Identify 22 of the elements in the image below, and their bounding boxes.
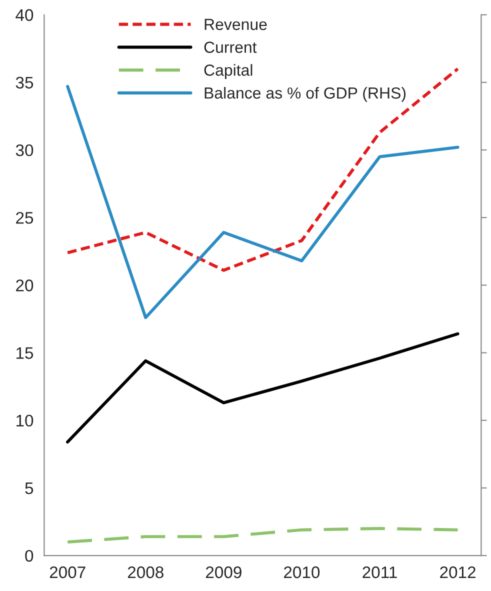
legend-label: Revenue (204, 18, 267, 30)
legend-label: Capital (204, 64, 252, 79)
y-tick-label: 15 (16, 347, 34, 359)
legend-label: Current (204, 42, 257, 53)
x-tick-label: 2010 (284, 566, 320, 578)
y-tick-label: 10 (16, 414, 34, 427)
y-tick-label: 40 (16, 9, 34, 21)
x-tick-label: 2007 (50, 566, 86, 578)
line-series (66, 332, 460, 444)
line-series (66, 84, 460, 320)
y-tick-label: 30 (16, 144, 34, 156)
y-tick-label: 0 (25, 550, 34, 562)
y-tick-label: 25 (16, 212, 34, 224)
line-series (66, 526, 460, 544)
y-tick-label: 35 (16, 76, 34, 89)
x-tick-label: 2009 (206, 566, 242, 578)
y-tick-label: 5 (25, 482, 34, 494)
x-tick-label: 2012 (440, 566, 476, 578)
x-tick-label: 2008 (128, 566, 164, 578)
x-tick-label: 2011 (362, 566, 397, 578)
y-tick-label: 20 (16, 280, 34, 292)
legend-label: Balance as % of GDP (RHS) (204, 86, 406, 102)
